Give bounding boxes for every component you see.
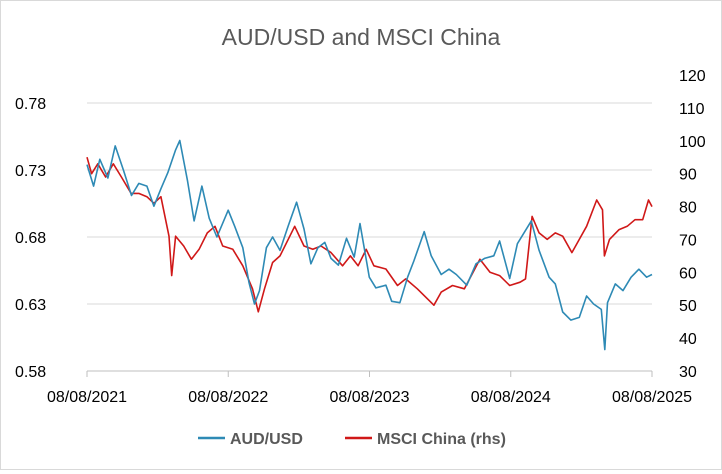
left-tick-label: 0.78 (15, 96, 46, 113)
aud-usd-series-line (86, 139, 653, 351)
right-tick-label: 80 (679, 200, 697, 217)
gridlines (87, 102, 652, 305)
x-tick-label: 08/08/2021 (47, 389, 127, 406)
x-axis-ticks: 08/08/2021 08/08/2022 08/08/2023 08/08/2024… (47, 371, 692, 406)
msci-china-series-line (86, 156, 653, 313)
left-tick-label: 0.58 (15, 364, 46, 381)
right-tick-label: 70 (679, 232, 697, 249)
left-tick-label: 0.73 (15, 163, 46, 180)
x-tick-label: 08/08/2023 (329, 389, 409, 406)
right-tick-label: 50 (679, 298, 697, 315)
x-tick-label: 08/08/2025 (612, 389, 692, 406)
legend-label-aud-usd: AUD/USD (230, 431, 303, 448)
x-tick-label: 08/08/2022 (188, 389, 268, 406)
left-axis-ticks: 0.58 0.63 0.68 0.73 0.78 (15, 96, 46, 381)
chart-title: AUD/USD and MSCI China (222, 24, 501, 50)
right-axis-ticks: 30 40 50 60 70 80 90 100 110 120 (679, 68, 706, 381)
left-tick-label: 0.68 (15, 230, 46, 247)
right-tick-label: 40 (679, 331, 697, 348)
right-tick-label: 100 (679, 134, 706, 151)
right-tick-label: 30 (679, 364, 697, 381)
left-tick-label: 0.63 (15, 297, 46, 314)
right-tick-label: 120 (679, 68, 706, 85)
series-layer (86, 139, 653, 351)
legend: AUD/USD MSCI China (rhs) (198, 431, 506, 448)
legend-label-msci-china: MSCI China (rhs) (377, 431, 506, 448)
right-tick-label: 110 (679, 101, 705, 118)
x-tick-label: 08/08/2024 (471, 389, 551, 406)
right-tick-label: 90 (679, 167, 697, 184)
right-tick-label: 60 (679, 265, 697, 282)
